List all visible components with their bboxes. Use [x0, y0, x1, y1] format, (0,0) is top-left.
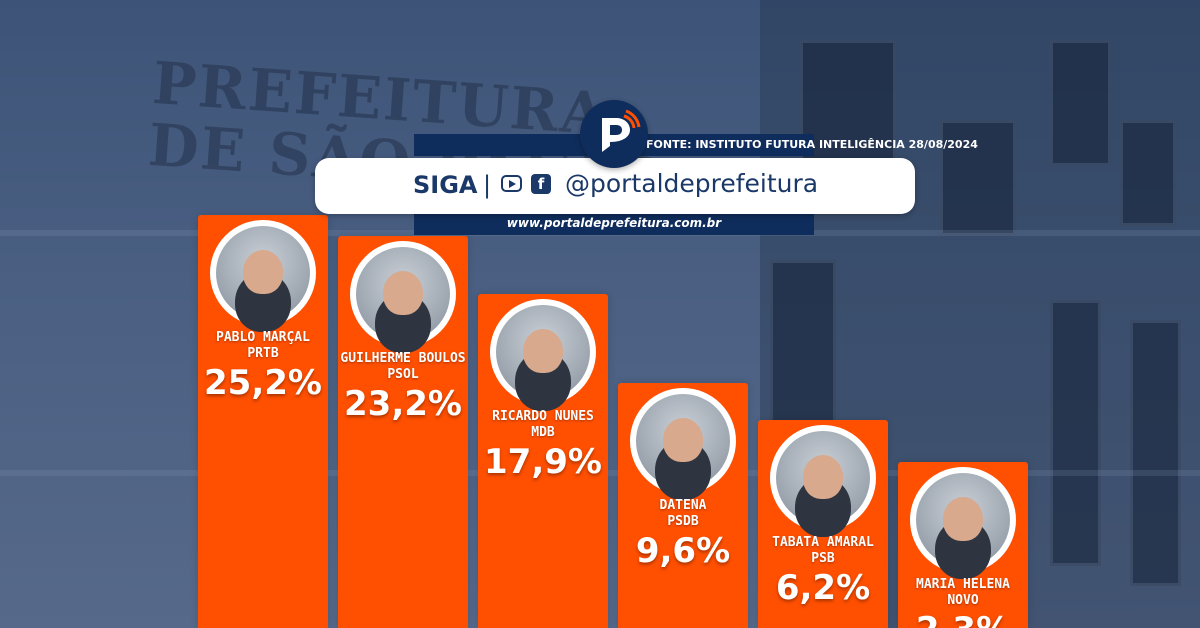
- candidate-photo-0: [210, 220, 316, 326]
- youtube-icon[interactable]: [501, 175, 522, 192]
- candidate-party-2: MDB: [531, 425, 555, 440]
- candidate-name-1: GUILHERME BOULOS: [340, 351, 466, 366]
- social-handle[interactable]: @portaldeprefeitura: [565, 169, 819, 198]
- candidate-party-5: NOVO: [947, 593, 979, 608]
- building-window: [1120, 120, 1176, 226]
- follow-separator: |: [483, 171, 492, 199]
- candidate-photo-1: [350, 241, 456, 347]
- candidate-photo-3: [630, 388, 736, 494]
- vote-percentage-2: 17,9%: [484, 442, 602, 482]
- vote-percentage-3: 9,6%: [635, 531, 731, 571]
- candidate-party-4: PSB: [811, 551, 835, 566]
- vote-percentage-5: 2,3%: [898, 610, 1028, 628]
- follow-label: SIGA: [413, 171, 478, 199]
- website-url[interactable]: www.portaldeprefeitura.com.br: [414, 211, 814, 235]
- candidate-photo-2: [490, 299, 596, 405]
- building-window: [1130, 320, 1181, 586]
- building-window: [940, 120, 1016, 236]
- building-window: [800, 40, 896, 176]
- candidate-party-3: PSDB: [667, 514, 699, 529]
- candidate-name-0: PABLO MARÇAL: [216, 330, 310, 345]
- candidate-party-0: PRTB: [247, 346, 279, 361]
- candidate-name-5: MARIA HELENA: [916, 577, 1010, 592]
- building-window: [1050, 40, 1111, 166]
- building-window: [1050, 300, 1101, 566]
- portal-logo-icon: [580, 100, 648, 168]
- source-text: FONTE: INSTITUTO FUTURA INTELIGÊNCIA 28/…: [646, 138, 978, 151]
- candidate-photo-5: [910, 467, 1016, 573]
- candidate-photo-4: [770, 425, 876, 531]
- vote-percentage-4: 6,2%: [775, 568, 871, 608]
- candidate-party-1: PSOL: [387, 367, 419, 382]
- candidate-name-2: RICARDO NUNES: [492, 409, 594, 424]
- vote-percentage-0: 25,2%: [204, 363, 322, 403]
- vote-percentage-1: 23,2%: [344, 384, 462, 424]
- candidate-name-4: TABATA AMARAL: [772, 535, 874, 550]
- candidate-name-3: DATENA: [659, 498, 707, 513]
- facebook-icon[interactable]: f: [531, 174, 551, 194]
